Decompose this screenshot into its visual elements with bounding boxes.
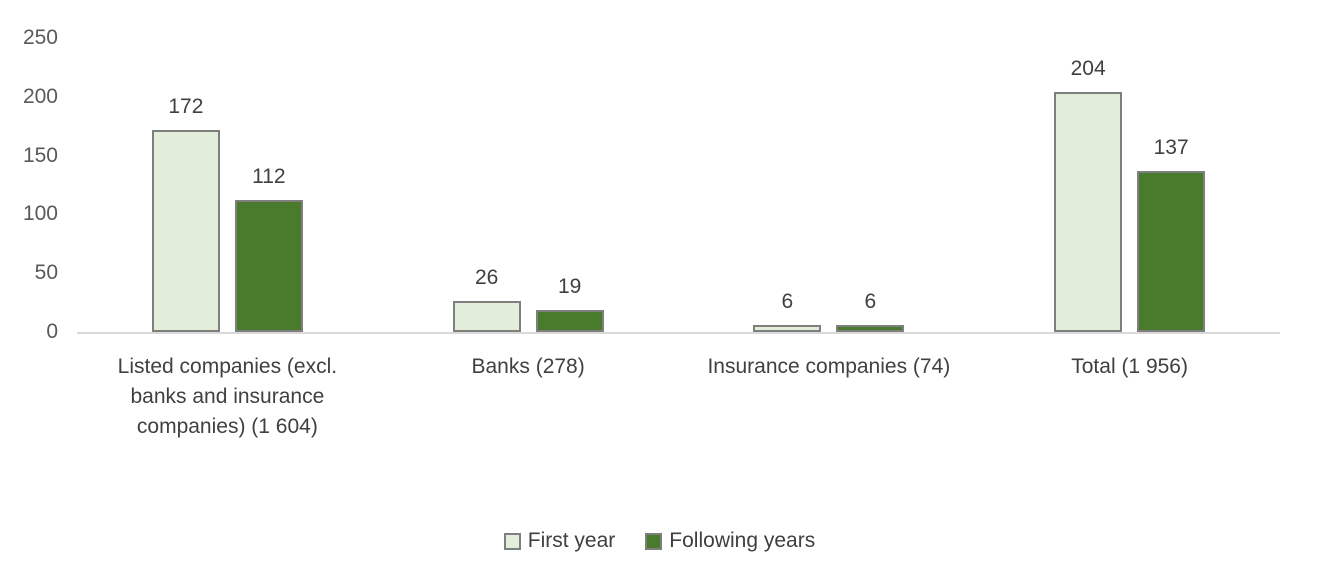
bar xyxy=(535,310,604,332)
bar-group: 26 19 xyxy=(378,266,679,332)
bar-with-label: 19 xyxy=(535,275,604,332)
bar-with-label: 26 xyxy=(452,266,521,332)
bar-with-label: 6 xyxy=(753,290,822,332)
y-axis-tick-label: 150 xyxy=(22,143,58,167)
bar-with-label: 137 xyxy=(1137,136,1206,332)
bar xyxy=(234,200,303,332)
legend-swatch-first-year xyxy=(503,532,521,550)
bar-value-label: 6 xyxy=(864,290,877,313)
bar xyxy=(1054,92,1123,332)
y-axis-tick-label: 50 xyxy=(34,261,58,285)
y-axis-tick-label: 250 xyxy=(22,26,58,49)
category-label: Total (1 956) xyxy=(1071,355,1188,378)
y-axis-tick-label: 0 xyxy=(46,320,58,343)
bar-value-label: 172 xyxy=(168,95,204,118)
bar-with-label: 204 xyxy=(1054,57,1123,332)
legend-swatch-following-years xyxy=(645,532,663,550)
bar-with-label: 172 xyxy=(151,95,220,332)
bar-group: 172 112 xyxy=(77,95,378,332)
bar xyxy=(1137,171,1206,332)
y-axis-tick-label: 100 xyxy=(22,202,58,226)
bar xyxy=(753,325,822,332)
bar-with-label: 6 xyxy=(836,290,905,332)
x-axis-category-labels: Listed companies (excl. banks and insura… xyxy=(77,352,1280,442)
plot-area: 172 112 26 19 6 6 204 137 xyxy=(77,38,1280,334)
bar xyxy=(836,325,905,332)
bar-value-label: 26 xyxy=(474,266,499,289)
legend-item-following-years: Following years xyxy=(645,529,815,553)
bar xyxy=(452,301,521,332)
bar-groups: 172 112 26 19 6 6 204 137 xyxy=(77,38,1280,332)
bar-value-label: 137 xyxy=(1153,136,1189,159)
bar-group: 204 137 xyxy=(979,57,1280,332)
bar-value-label: 204 xyxy=(1070,57,1106,80)
bar-with-label: 112 xyxy=(234,165,303,332)
y-axis-tick-label: 200 xyxy=(22,84,58,108)
bar xyxy=(151,130,220,332)
bar-value-label: 6 xyxy=(781,290,794,313)
bar-value-label: 112 xyxy=(252,165,286,188)
bar-value-label: 19 xyxy=(557,275,582,298)
legend-label-first-year: First year xyxy=(527,529,616,552)
legend-label-following-years: Following years xyxy=(669,529,816,552)
legend-item-first-year: First year xyxy=(503,529,616,553)
category-label: Banks (278) xyxy=(471,355,585,378)
category-label: Insurance companies (74) xyxy=(707,355,951,378)
legend: First year Following years xyxy=(0,529,1319,553)
category-label: Listed companies (excl. banks and insura… xyxy=(117,355,338,438)
